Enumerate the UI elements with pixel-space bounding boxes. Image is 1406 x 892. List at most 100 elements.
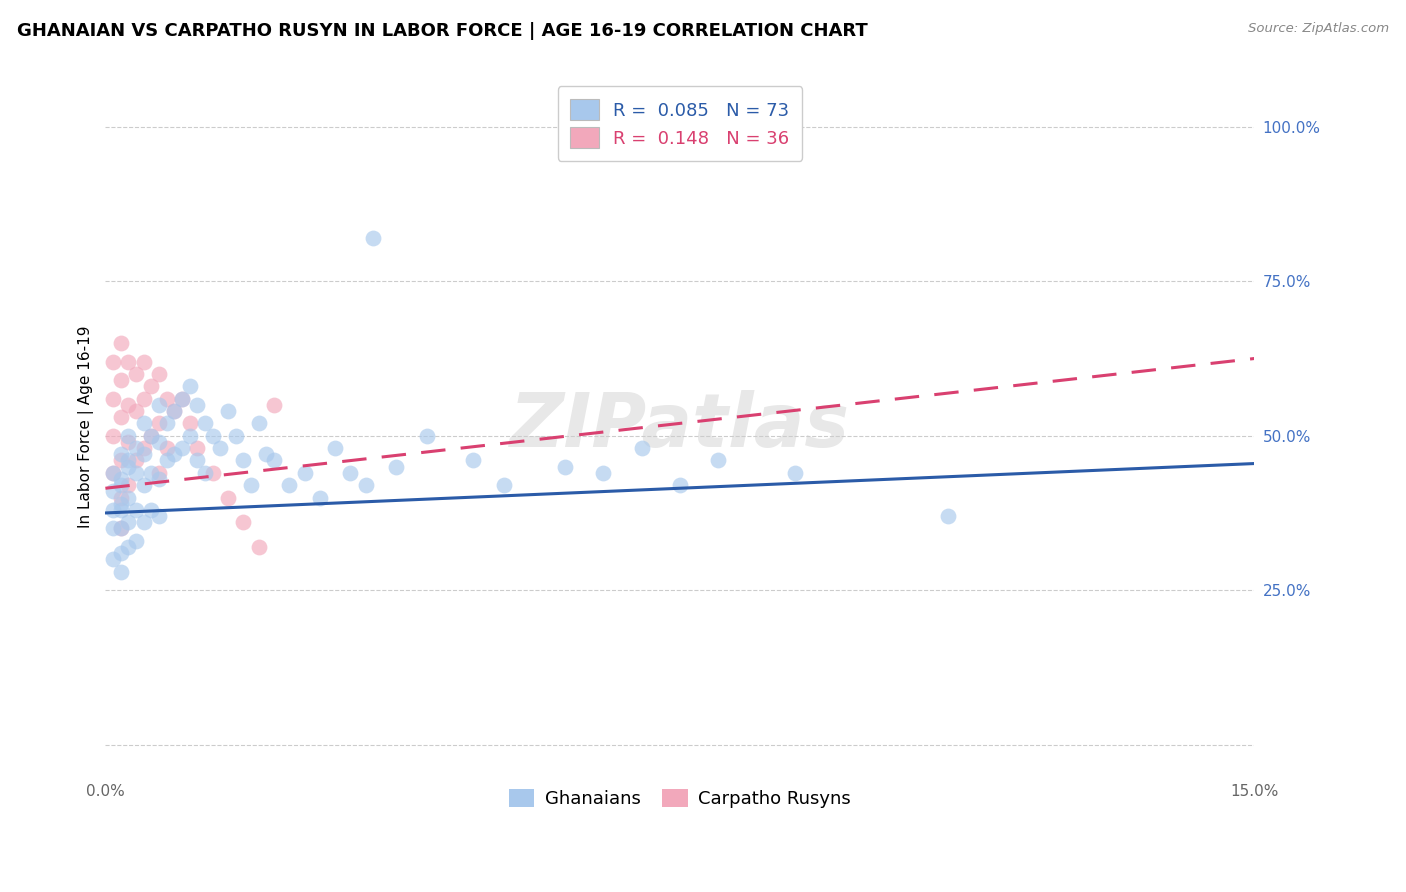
Point — [125, 453, 148, 467]
Point — [163, 404, 186, 418]
Point — [141, 466, 163, 480]
Point — [783, 466, 806, 480]
Point — [201, 466, 224, 480]
Point — [148, 466, 170, 480]
Point — [492, 478, 515, 492]
Point — [232, 453, 254, 467]
Point — [110, 472, 132, 486]
Point — [101, 466, 124, 480]
Point — [278, 478, 301, 492]
Point — [156, 392, 179, 406]
Point — [148, 417, 170, 431]
Point — [110, 491, 132, 505]
Point — [363, 231, 385, 245]
Point — [141, 428, 163, 442]
Point — [263, 453, 285, 467]
Point — [110, 503, 132, 517]
Point — [263, 398, 285, 412]
Point — [148, 434, 170, 449]
Point — [110, 565, 132, 579]
Point — [936, 509, 959, 524]
Point — [117, 434, 139, 449]
Point — [163, 447, 186, 461]
Point — [247, 417, 270, 431]
Point — [239, 478, 262, 492]
Point — [141, 503, 163, 517]
Point — [170, 441, 193, 455]
Point — [148, 472, 170, 486]
Point — [461, 453, 484, 467]
Point — [110, 453, 132, 467]
Point — [117, 398, 139, 412]
Point — [247, 540, 270, 554]
Point — [186, 398, 208, 412]
Legend: Ghanaians, Carpatho Rusyns: Ghanaians, Carpatho Rusyns — [502, 781, 858, 815]
Text: ZIPatlas: ZIPatlas — [510, 390, 849, 463]
Point — [101, 484, 124, 499]
Point — [354, 478, 377, 492]
Point — [132, 441, 155, 455]
Point — [217, 491, 239, 505]
Point — [125, 503, 148, 517]
Point — [117, 354, 139, 368]
Point — [323, 441, 346, 455]
Point — [308, 491, 330, 505]
Point — [125, 404, 148, 418]
Point — [117, 515, 139, 529]
Point — [156, 441, 179, 455]
Point — [110, 336, 132, 351]
Point — [101, 354, 124, 368]
Point — [179, 428, 201, 442]
Point — [416, 428, 439, 442]
Point — [132, 354, 155, 368]
Point — [254, 447, 277, 461]
Text: GHANAIAN VS CARPATHO RUSYN IN LABOR FORCE | AGE 16-19 CORRELATION CHART: GHANAIAN VS CARPATHO RUSYN IN LABOR FORC… — [17, 22, 868, 40]
Point — [201, 428, 224, 442]
Point — [101, 503, 124, 517]
Point — [148, 398, 170, 412]
Point — [630, 441, 652, 455]
Point — [110, 497, 132, 511]
Point — [110, 478, 132, 492]
Point — [132, 392, 155, 406]
Point — [141, 379, 163, 393]
Point — [148, 509, 170, 524]
Point — [125, 533, 148, 548]
Point — [117, 478, 139, 492]
Text: Source: ZipAtlas.com: Source: ZipAtlas.com — [1249, 22, 1389, 36]
Point — [179, 379, 201, 393]
Point — [156, 417, 179, 431]
Point — [186, 441, 208, 455]
Point — [148, 367, 170, 381]
Point — [117, 540, 139, 554]
Point — [117, 491, 139, 505]
Point — [101, 392, 124, 406]
Point — [179, 417, 201, 431]
Point — [156, 453, 179, 467]
Point — [186, 453, 208, 467]
Point — [110, 546, 132, 560]
Point — [141, 428, 163, 442]
Point — [225, 428, 247, 442]
Y-axis label: In Labor Force | Age 16-19: In Labor Force | Age 16-19 — [79, 326, 94, 528]
Point — [110, 521, 132, 535]
Point — [110, 521, 132, 535]
Point — [125, 466, 148, 480]
Point — [132, 478, 155, 492]
Point — [117, 459, 139, 474]
Point — [232, 515, 254, 529]
Point — [125, 441, 148, 455]
Point — [110, 410, 132, 425]
Point — [170, 392, 193, 406]
Point — [101, 521, 124, 535]
Point — [209, 441, 232, 455]
Point — [132, 447, 155, 461]
Point — [669, 478, 692, 492]
Point — [132, 417, 155, 431]
Point — [339, 466, 361, 480]
Point — [554, 459, 576, 474]
Point — [385, 459, 408, 474]
Point — [101, 428, 124, 442]
Point — [170, 392, 193, 406]
Point — [117, 428, 139, 442]
